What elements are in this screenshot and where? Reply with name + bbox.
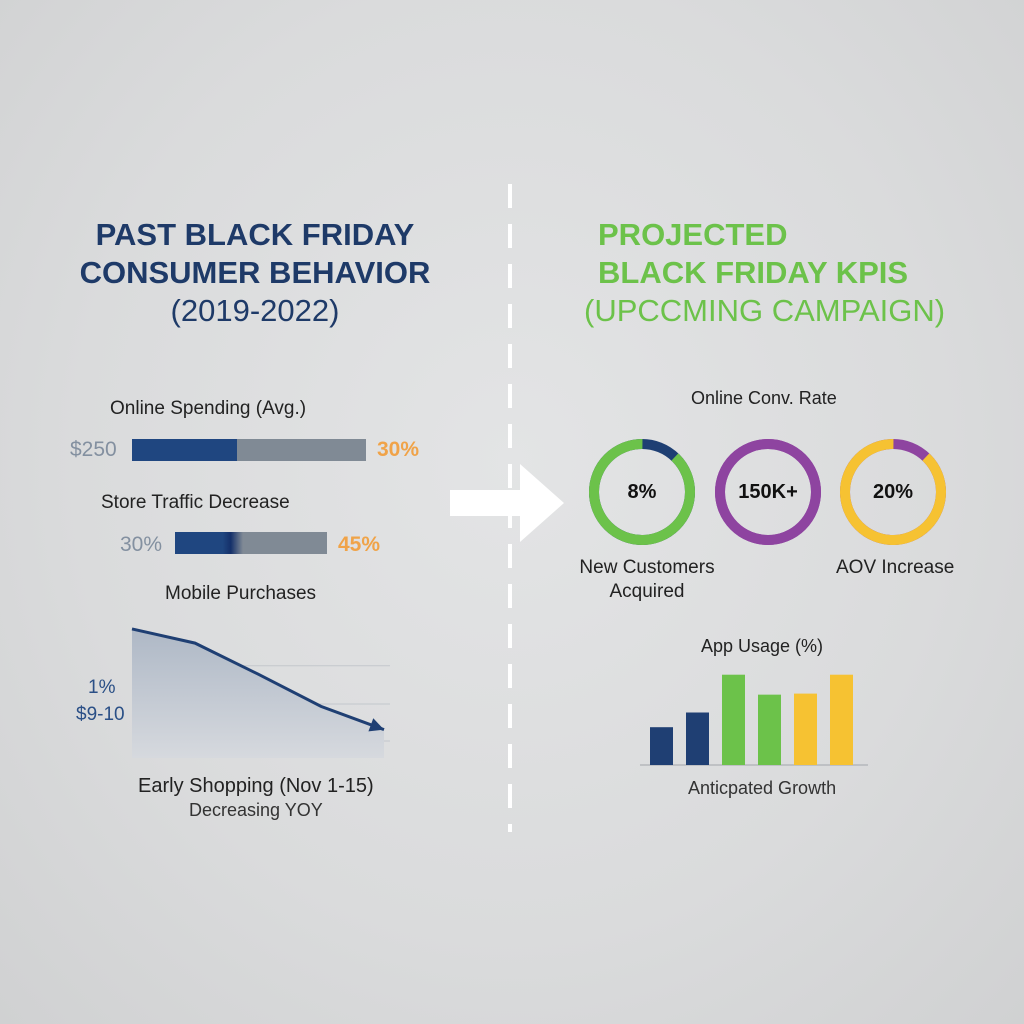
online-spending-label: Online Spending (Avg.) bbox=[110, 398, 307, 419]
right-title-line-2: BLACK FRIDAY KPIS bbox=[598, 255, 909, 290]
online-spending-bar bbox=[132, 439, 366, 461]
ring-arc-1 bbox=[589, 438, 695, 545]
app-usage-label: App Usage (%) bbox=[701, 636, 824, 656]
online-spending-bar-fill bbox=[132, 439, 238, 461]
ring-caption-3: AOV Increase bbox=[836, 557, 955, 578]
ring-arc-2 bbox=[715, 439, 821, 545]
app-usage-bar-6 bbox=[830, 674, 853, 765]
ring-caption-1-line-2: Acquired bbox=[609, 581, 685, 602]
left-title-line-2: CONSUMER BEHAVIOR bbox=[79, 255, 431, 290]
app-usage-bar-3 bbox=[722, 674, 745, 765]
mobile-side-label-1: 1% bbox=[88, 677, 116, 698]
ring-caption-1-line-1: New Customers bbox=[579, 557, 715, 578]
app-usage-chart bbox=[640, 674, 868, 766]
left-title-line-3: (2019-2022) bbox=[170, 293, 340, 328]
ring-arc-3 bbox=[840, 439, 946, 545]
app-usage-bar-1 bbox=[650, 727, 673, 765]
app-usage-bar-2 bbox=[686, 712, 709, 765]
online-conv-rate-label: Online Conv. Rate bbox=[691, 388, 837, 408]
app-usage-bar-5 bbox=[794, 693, 817, 765]
right-arrow-icon bbox=[450, 464, 564, 542]
mobile-purchases-label: Mobile Purchases bbox=[165, 583, 317, 604]
right-title-line-1: PROJECTED bbox=[598, 217, 788, 252]
right-title: PROJECTED BLACK FRIDAY KPIS (UPCCMING CA… bbox=[580, 216, 1000, 330]
store-traffic-bar bbox=[175, 532, 327, 554]
app-usage-bar-4 bbox=[758, 694, 781, 765]
left-title-line-1: PAST BLACK FRIDAY bbox=[95, 217, 415, 252]
kpi-rings bbox=[589, 438, 946, 545]
store-traffic-bar-fill bbox=[175, 532, 244, 554]
mobile-purchases-area bbox=[132, 628, 384, 758]
ring-value-2: 150K+ bbox=[738, 481, 798, 503]
ring-value-1: 8% bbox=[627, 481, 657, 503]
mobile-caption-2: Decreasing YOY bbox=[189, 800, 323, 820]
trend-arrow-icon bbox=[368, 718, 384, 732]
ring-caption-1: New Customers Acquired bbox=[577, 557, 717, 603]
store-traffic-left-value: 30% bbox=[120, 533, 163, 556]
mobile-purchases-chart bbox=[131, 627, 390, 758]
left-title: PAST BLACK FRIDAY CONSUMER BEHAVIOR (201… bbox=[40, 216, 470, 330]
mobile-side-label-2: $9-10 bbox=[76, 704, 125, 725]
online-spending-left-value: $250 bbox=[70, 438, 117, 461]
right-title-line-3: (UPCCMING CAMPAIGN) bbox=[584, 293, 946, 328]
ring-value-3: 20% bbox=[872, 481, 914, 503]
store-traffic-right-value: 45% bbox=[338, 533, 381, 556]
store-traffic-label: Store Traffic Decrease bbox=[101, 492, 290, 513]
app-usage-caption: Anticpated Growth bbox=[688, 778, 837, 798]
mobile-purchases-line bbox=[131, 627, 385, 732]
online-spending-right-value: 30% bbox=[377, 438, 420, 461]
mobile-caption-1: Early Shopping (Nov 1-15) bbox=[138, 775, 374, 797]
